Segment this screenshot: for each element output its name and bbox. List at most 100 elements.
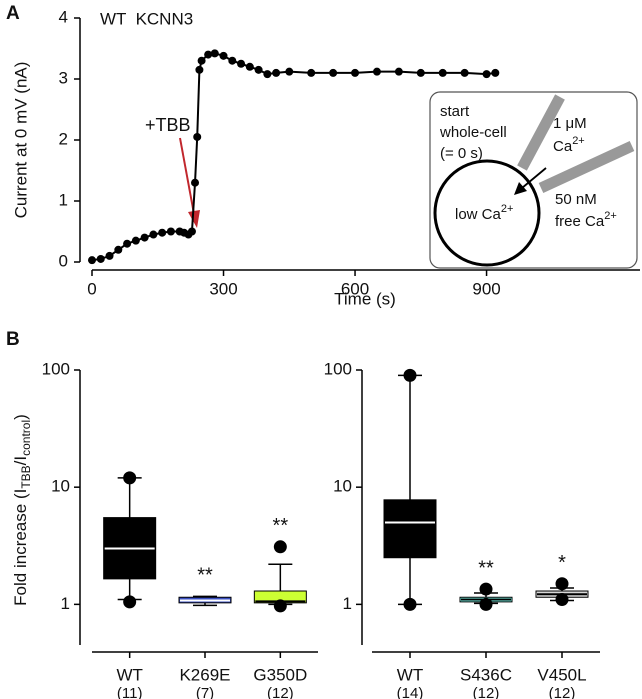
y-tick-label: 10 <box>333 477 352 496</box>
x-axis-label: Time (s) <box>334 289 396 308</box>
y-label-text: /I <box>11 456 30 465</box>
superscript: 2+ <box>604 210 617 222</box>
y-tick-label: 2 <box>59 129 68 148</box>
y-tick-label: 10 <box>51 477 70 496</box>
inset-label: start <box>440 103 470 120</box>
y-axis-label: Fold increase (ITBB/Icontrol) <box>11 414 33 606</box>
data-point <box>88 256 96 265</box>
outlier <box>403 368 417 382</box>
pipette <box>517 94 565 171</box>
inset-label: free Ca2+ <box>555 210 617 230</box>
data-point <box>438 68 447 77</box>
inset-label: Ca2+ <box>553 135 585 155</box>
y-axis-label: Current at 0 mV (nA) <box>11 62 30 219</box>
data-point <box>204 50 213 59</box>
y-tick-label: 0 <box>59 251 68 270</box>
n-label: (7) <box>196 685 214 699</box>
data-point <box>351 68 360 77</box>
outlier <box>403 597 417 611</box>
data-point <box>329 68 338 77</box>
data-point <box>140 233 149 242</box>
data-point <box>460 68 469 77</box>
x-tick-label: S436C <box>460 665 512 684</box>
inset-text: 50 nM <box>555 191 597 208</box>
inset-label: 50 nM <box>555 191 597 208</box>
inset-text: 1 μM <box>553 115 587 132</box>
data-point <box>193 132 202 141</box>
n-label: (14) <box>397 685 424 699</box>
y-label-text: ) <box>11 414 30 420</box>
data-point <box>123 239 132 248</box>
significance: * <box>558 552 566 574</box>
data-point <box>372 67 381 76</box>
box <box>383 499 437 559</box>
annotation-arrowhead <box>188 210 200 228</box>
y-tick-label: 1 <box>59 190 68 209</box>
x-tick-label: K269E <box>179 665 230 684</box>
data-point <box>237 59 246 68</box>
y-tick-label: 100 <box>324 359 352 378</box>
significance: ** <box>478 557 494 579</box>
subscript: TBB <box>19 465 33 488</box>
data-point <box>96 254 105 263</box>
y-tick-label: 1 <box>343 594 352 613</box>
x-tick-label: WT <box>397 665 423 684</box>
data-point <box>263 70 272 79</box>
data-point <box>166 227 175 236</box>
inset-label: low Ca2+ <box>455 203 513 223</box>
x-tick-label: 0 <box>87 279 96 298</box>
data-point <box>197 56 206 65</box>
inset-frame <box>429 91 638 269</box>
inset-label: 1 μM <box>553 115 587 132</box>
subscript: control <box>19 420 33 456</box>
inset-label: whole-cell <box>439 124 507 141</box>
inset-text: Ca <box>553 138 573 155</box>
data-point <box>149 230 158 239</box>
inset-text: low Ca <box>455 206 502 223</box>
data-point <box>191 178 200 187</box>
superscript: 2+ <box>501 203 514 215</box>
data-point <box>114 245 123 254</box>
inset-label: (= 0 s) <box>440 145 483 162</box>
n-label: (12) <box>473 685 500 699</box>
arrow <box>521 167 547 189</box>
inset-text: free Ca <box>555 213 605 230</box>
outlier <box>555 577 569 591</box>
outlier <box>555 593 569 607</box>
annotation-arrow <box>179 137 195 215</box>
cell <box>433 159 541 267</box>
x-tick-label: 900 <box>472 279 500 298</box>
data-point <box>187 227 196 236</box>
data-point <box>228 56 237 65</box>
outlier <box>273 540 287 554</box>
panel-label: A <box>6 3 20 24</box>
data-point <box>482 70 491 79</box>
outlier <box>123 471 137 485</box>
data-point <box>394 67 403 76</box>
n-label: (12) <box>267 685 294 699</box>
n-label: (11) <box>117 685 143 699</box>
data-point <box>285 67 294 76</box>
y-tick-label: 1 <box>61 594 70 613</box>
data-point <box>416 68 425 77</box>
data-point <box>307 68 316 77</box>
data-point <box>210 49 219 58</box>
y-tick-label: 100 <box>42 359 70 378</box>
y-label-text: Fold increase (I <box>11 489 30 606</box>
significance: ** <box>273 515 289 537</box>
data-point <box>245 62 254 71</box>
superscript: 2+ <box>572 135 585 147</box>
inset-text: start <box>440 103 470 120</box>
arrowhead <box>514 182 527 195</box>
outlier <box>273 599 287 613</box>
x-tick-label: 600 <box>341 279 369 298</box>
data-point <box>219 51 228 60</box>
n-label: (12) <box>549 685 576 699</box>
data-point <box>105 251 114 260</box>
y-tick-label: 4 <box>59 7 68 26</box>
inset <box>429 91 638 269</box>
data-point <box>254 65 263 74</box>
x-tick-label: WT <box>116 665 142 684</box>
data-point <box>491 68 500 77</box>
pipette <box>538 141 635 193</box>
